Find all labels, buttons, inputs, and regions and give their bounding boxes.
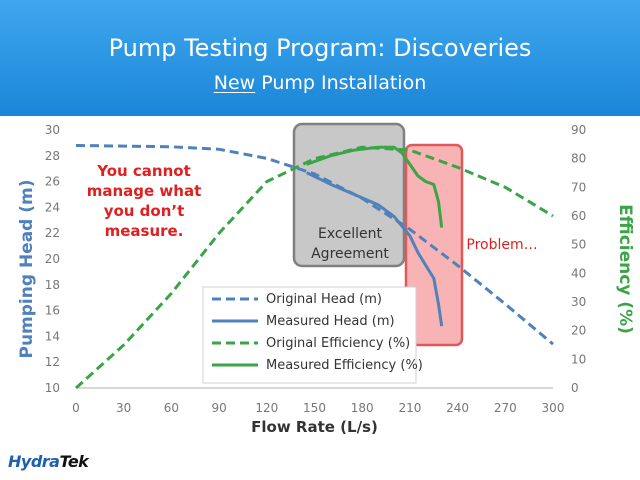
manage-annotation-line: manage what — [87, 182, 202, 200]
problem-box — [404, 143, 464, 347]
y2-tick-label: 0 — [571, 381, 579, 395]
y2-tick-label: 50 — [571, 238, 586, 252]
y-tick-label: 16 — [45, 304, 60, 318]
x-tick-label: 240 — [446, 401, 469, 415]
x-tick-label: 180 — [351, 401, 374, 415]
y2-tick-label: 20 — [571, 324, 586, 338]
series-line-2 — [305, 171, 444, 327]
x-tick-label: 0 — [72, 401, 80, 415]
legend-label-4: Measured Efficiency (%) — [266, 358, 423, 373]
legend-label-2: Measured Head (m) — [266, 314, 395, 329]
x-tick-label: 90 — [211, 401, 226, 415]
x-tick-label: 210 — [398, 401, 421, 415]
subtitle-underlined-word: New — [213, 72, 256, 94]
y2-axis-label: Efficiency (%) — [615, 204, 635, 334]
y-tick-label: 14 — [45, 329, 60, 343]
y-tick-label: 12 — [45, 355, 60, 369]
y2-tick-label: 70 — [571, 180, 586, 194]
y-axis-label: Pumping Head (m) — [17, 179, 37, 358]
series-line-1 — [75, 144, 554, 346]
hydratek-logo: HydraTek — [8, 452, 89, 471]
legend-label-3: Original Efficiency (%) — [266, 336, 410, 351]
x-axis-label: Flow Rate (L/s) — [251, 418, 378, 436]
slide-title: Pump Testing Program: Discoveries — [108, 34, 532, 62]
y2-tick-label: 10 — [571, 352, 586, 366]
agreement-annotation-line: Agreement — [311, 246, 389, 262]
x-tick-label: 300 — [542, 401, 565, 415]
y-tick-label: 22 — [45, 226, 60, 240]
legend-label-1: Original Head (m) — [266, 292, 382, 307]
slide-subtitle: New Pump Installation — [0, 72, 640, 94]
y-tick-label: 30 — [45, 123, 60, 137]
agreement-box — [292, 122, 406, 268]
manage-annotation-line: measure. — [105, 222, 184, 240]
problem-annotation-line: Problem… — [466, 237, 537, 253]
y-tick-label: 18 — [45, 278, 60, 292]
subtitle-rest: Pump Installation — [255, 72, 427, 94]
y-tick-label: 24 — [45, 200, 60, 214]
manage-annotation-line: you don’t — [104, 202, 185, 220]
y2-tick-label: 60 — [571, 209, 586, 223]
y2-tick-label: 40 — [571, 266, 586, 280]
x-tick-label: 60 — [164, 401, 179, 415]
y-tick-label: 26 — [45, 175, 60, 189]
logo-hydra-text: Hydra — [8, 452, 60, 471]
logo-tek-text: Tek — [59, 452, 89, 471]
x-tick-label: 150 — [303, 401, 326, 415]
y-tick-label: 28 — [45, 149, 60, 163]
y2-tick-label: 80 — [571, 152, 586, 166]
y2-tick-label: 90 — [571, 123, 586, 137]
title-bar — [0, 0, 640, 116]
series-line-4 — [306, 145, 444, 228]
y-tick-label: 10 — [45, 381, 60, 395]
y2-tick-label: 30 — [571, 295, 586, 309]
agreement-annotation-line: Excellent — [318, 226, 382, 242]
legend-box — [202, 286, 417, 384]
x-tick-label: 270 — [494, 401, 517, 415]
x-tick-label: 120 — [255, 401, 278, 415]
manage-annotation-line: You cannot — [96, 162, 191, 180]
x-tick-label: 30 — [116, 401, 131, 415]
y-tick-label: 20 — [45, 252, 60, 266]
